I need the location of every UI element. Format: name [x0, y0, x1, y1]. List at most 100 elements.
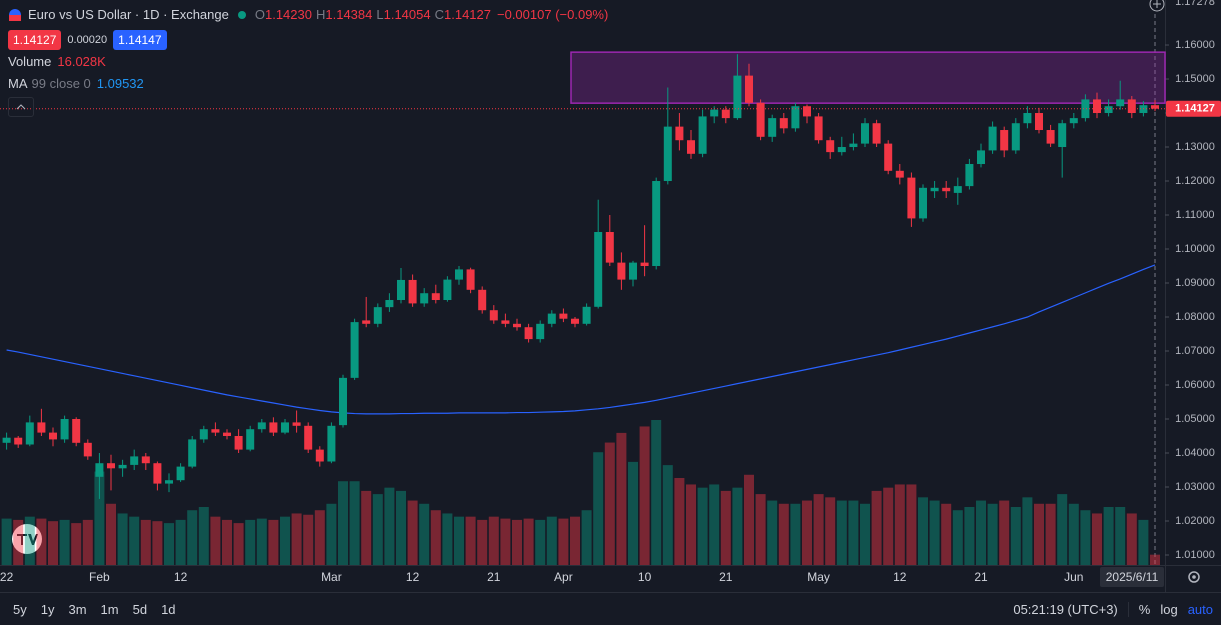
volume-name: Volume — [8, 54, 52, 69]
candle-body — [339, 377, 347, 426]
ohlc-item: O1.14230 — [255, 4, 312, 26]
y-tick-label: 1.13000 — [1175, 141, 1215, 153]
range-button[interactable]: 5d — [132, 602, 148, 617]
scale-option[interactable]: % — [1138, 602, 1151, 617]
candle-body — [1093, 99, 1101, 114]
range-button[interactable]: 3m — [68, 602, 87, 617]
candle-body — [849, 143, 858, 148]
volume-bar — [593, 452, 604, 565]
candle-body — [1058, 123, 1067, 148]
volume-bar — [106, 503, 116, 565]
scale-option[interactable]: auto — [1187, 602, 1213, 617]
chevron — [16, 104, 26, 110]
volume-bar — [36, 518, 47, 565]
collapse-button[interactable] — [8, 97, 34, 117]
candle-body — [199, 429, 208, 440]
volume-bar — [628, 461, 638, 565]
candle-body — [269, 422, 278, 433]
candle-body — [489, 310, 498, 321]
y-tick-label: 1.02000 — [1175, 515, 1215, 527]
candle-body — [907, 177, 916, 219]
candle-body — [756, 102, 765, 137]
volume-bar — [802, 500, 812, 565]
y-tick-label: 1.16000 — [1175, 39, 1215, 51]
candle-body — [640, 262, 649, 267]
range-button[interactable]: 5y — [13, 602, 27, 617]
candle-body — [72, 419, 81, 443]
candle-body — [292, 422, 301, 426]
volume-bar — [871, 490, 882, 565]
add-icon[interactable] — [1149, 0, 1165, 12]
status-dot — [237, 11, 246, 19]
candle-body — [733, 75, 742, 119]
title-row: Euro vs US Dollar · 1D · Exchange O1.142… — [8, 4, 608, 26]
ask-tag[interactable]: 1.14147 — [113, 30, 167, 50]
legend: Euro vs US Dollar · 1D · Exchange O1.142… — [8, 4, 608, 117]
ma-value: 1.09532 — [96, 76, 144, 91]
volume-bar — [280, 516, 290, 565]
gear-icon[interactable] — [1188, 571, 1200, 583]
x-tick-label: 2025/6/11 — [1106, 570, 1159, 584]
candle-body — [582, 306, 591, 324]
volume-bar — [430, 510, 441, 565]
volume-bar — [349, 481, 360, 565]
volume-bar — [744, 474, 754, 565]
volume-bar — [964, 507, 975, 565]
volume-bar — [767, 500, 778, 565]
x-tick-label: Mar — [321, 570, 342, 584]
range-button[interactable]: 1m — [100, 602, 119, 617]
volume-bar — [465, 516, 476, 565]
scale-option[interactable]: log — [1160, 602, 1178, 617]
x-tick-label: May — [807, 570, 830, 584]
candle-body — [455, 269, 463, 280]
bid-tag[interactable]: 1.14127 — [8, 30, 62, 50]
candle-body — [1046, 130, 1055, 144]
volume-bar — [198, 507, 209, 565]
volume-bar — [210, 516, 221, 565]
y-tick-label: 1.15000 — [1175, 73, 1215, 85]
range-button[interactable]: 1y — [40, 602, 55, 617]
y-tick-label: 1.07000 — [1175, 345, 1215, 357]
candle-body — [107, 463, 115, 469]
x-tick-label: 21 — [974, 570, 988, 584]
volume-bar — [952, 510, 963, 565]
volume-bar — [1138, 519, 1149, 565]
volume-bar — [1068, 503, 1079, 565]
ma-line — [6, 264, 1156, 415]
candle-body — [83, 442, 92, 457]
clock: 05:21:19 (UTC+3) — [1013, 602, 1118, 617]
volume-bar — [59, 519, 70, 565]
candle-body — [408, 279, 417, 304]
volume-bar — [546, 516, 557, 565]
x-tick-label: 12 — [893, 570, 907, 584]
y-tick-label: 1.08000 — [1175, 311, 1215, 323]
volume-bar — [987, 503, 998, 565]
volume-bar — [454, 516, 464, 565]
candle-body — [304, 425, 313, 450]
candle-body — [675, 126, 684, 141]
candle-body — [779, 118, 788, 129]
candle-body — [803, 106, 811, 117]
candle-body — [930, 187, 939, 192]
candle-body — [861, 123, 869, 144]
last-price-tag — [1166, 100, 1221, 117]
candle-body — [1081, 99, 1090, 119]
volume-bar — [512, 519, 522, 565]
candle-body — [1069, 118, 1078, 124]
candle-body — [687, 140, 695, 154]
range-button[interactable]: 1d — [161, 602, 176, 617]
volume-bar — [1034, 503, 1044, 565]
volume-bar — [848, 500, 859, 565]
volume-bar — [732, 487, 743, 565]
candle-body — [721, 109, 730, 119]
volume-bar — [152, 521, 163, 565]
candle-body — [1035, 113, 1043, 131]
zone — [570, 51, 1166, 104]
volume-bar — [581, 510, 592, 565]
volume-bar — [94, 471, 105, 565]
candle-body — [362, 320, 371, 324]
candle-body — [501, 320, 510, 324]
volume-bar — [570, 516, 580, 565]
candle-body — [513, 323, 521, 328]
volume-bar — [477, 519, 488, 565]
